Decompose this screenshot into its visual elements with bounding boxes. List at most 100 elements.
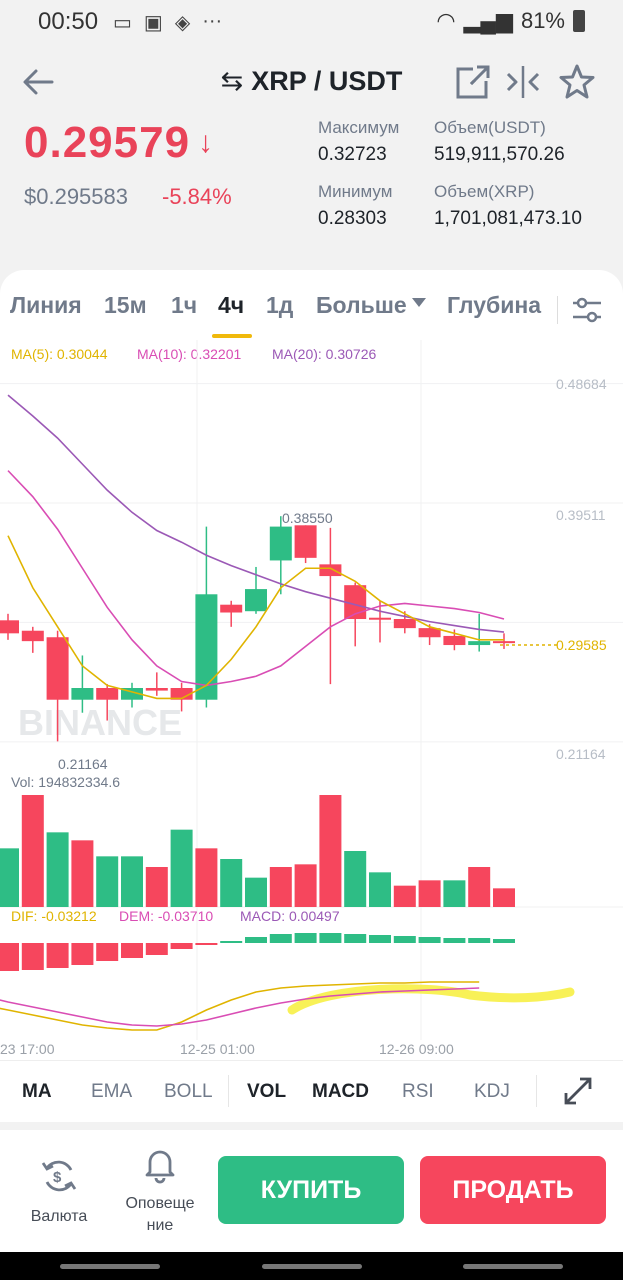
tab-more[interactable]: Больше xyxy=(316,292,407,318)
tab-line[interactable]: Линия xyxy=(10,292,82,318)
high-value: 0.32723 xyxy=(318,144,387,165)
volume-bar xyxy=(0,848,19,907)
indicator-ma[interactable]: MA xyxy=(22,1081,52,1102)
macd-bar xyxy=(145,943,168,955)
alerts-label[interactable]: Оповеще ние xyxy=(116,1193,204,1237)
low-label: Минимум xyxy=(318,182,393,201)
battery-icon xyxy=(573,10,585,32)
volume-bar xyxy=(418,880,441,907)
volume-bar xyxy=(393,885,416,907)
candle-body xyxy=(294,525,317,558)
macd-bar xyxy=(418,937,441,943)
high-label: Максимум xyxy=(318,118,400,137)
macd-histogram xyxy=(0,933,515,971)
system-nav-bar xyxy=(0,1252,623,1280)
volume-bar xyxy=(170,829,193,907)
volume-usdt-label: Объем(USDT) xyxy=(434,118,546,137)
sell-button[interactable]: ПРОДАТЬ xyxy=(420,1156,606,1224)
candle-body xyxy=(393,619,416,629)
x-axis-tick: 12-25 01:00 xyxy=(180,1041,255,1057)
candle-body xyxy=(344,585,367,620)
star-icon[interactable] xyxy=(557,62,597,102)
volume-bar xyxy=(319,795,342,907)
candle-body xyxy=(269,526,292,561)
volume-usdt-value: 519,911,570.26 xyxy=(434,144,565,165)
candle-body xyxy=(220,604,243,613)
divider xyxy=(557,296,558,324)
macd-bar xyxy=(96,943,119,961)
volume-label: Vol: 194832334.6 xyxy=(11,774,120,790)
buy-button[interactable]: КУПИТЬ xyxy=(218,1156,404,1224)
volume-bar xyxy=(294,864,317,907)
macd-bar xyxy=(369,935,391,943)
dif-line xyxy=(0,981,480,1031)
nav-handle xyxy=(262,1264,362,1269)
svg-text:$: $ xyxy=(53,1169,62,1186)
alerts-label-line2: ние xyxy=(146,1217,174,1234)
candle-body xyxy=(418,628,441,638)
interval-tabs: Линия 15м 1ч 4ч 1д Больше Глубина xyxy=(0,280,623,338)
macd-bar xyxy=(468,938,491,943)
price-usd: $0.295583 xyxy=(24,184,128,209)
status-bar: 00:50 ▭ ▣ ◈ ··· ◠ ▂▄▆ 81% xyxy=(0,0,623,44)
nav-handle xyxy=(60,1264,160,1269)
candle-body xyxy=(493,641,515,644)
volume-bar xyxy=(493,888,515,907)
share-icon[interactable] xyxy=(453,62,493,102)
volume-bars xyxy=(0,795,515,907)
screen-icon: ▭ xyxy=(113,12,132,34)
macd-lines xyxy=(0,981,480,1031)
swap-icon: ⇆ xyxy=(220,66,244,96)
divider xyxy=(228,1075,229,1107)
more-dots-icon: ··· xyxy=(202,10,223,32)
y-axis-tick: 0.39511 xyxy=(556,507,606,523)
tab-1d[interactable]: 1д xyxy=(266,292,294,318)
ma10-line xyxy=(7,470,505,687)
fullscreen-expand-icon[interactable] xyxy=(560,1073,596,1109)
current-price-label: 0.29585 xyxy=(556,637,607,653)
macd-bar xyxy=(443,938,466,943)
x-axis-tick: 12-26 09:00 xyxy=(379,1041,454,1057)
volume-bar xyxy=(96,856,119,907)
macd-bar xyxy=(121,943,143,958)
dem-line xyxy=(0,987,480,1027)
signal-icon: ▂▄▆ xyxy=(463,8,513,33)
compare-icon[interactable] xyxy=(503,62,543,102)
currency-exchange-icon[interactable]: $ xyxy=(39,1156,79,1196)
macd-bar xyxy=(195,943,218,945)
candle-body xyxy=(468,641,491,646)
macd-bar xyxy=(319,933,342,943)
tab-depth[interactable]: Глубина xyxy=(447,292,542,318)
volume-bar xyxy=(220,859,243,907)
candle-body xyxy=(46,637,69,700)
indicator-vol[interactable]: VOL xyxy=(247,1081,287,1102)
volume-bar xyxy=(269,867,292,907)
tab-1h[interactable]: 1ч xyxy=(171,292,198,318)
last-price: 0.29579 xyxy=(24,118,191,167)
indicator-rsi[interactable]: RSI xyxy=(402,1081,434,1102)
candles xyxy=(0,516,515,742)
ma20-line xyxy=(7,394,505,633)
tab-15m[interactable]: 15м xyxy=(104,292,147,318)
back-arrow-icon[interactable] xyxy=(18,62,58,102)
tab-4h[interactable]: 4ч xyxy=(218,292,245,318)
ma5-line xyxy=(7,535,504,700)
volume-bar xyxy=(344,851,367,907)
image-icon: ▣ xyxy=(143,12,163,34)
volume-bar xyxy=(21,795,44,907)
candle-body xyxy=(319,564,342,577)
bell-icon[interactable] xyxy=(140,1144,180,1184)
volume-bar xyxy=(468,867,491,907)
candle-body xyxy=(121,688,143,700)
currency-label[interactable]: Валюта xyxy=(30,1208,88,1225)
macd-label: MACD: 0.00497 xyxy=(240,908,340,924)
indicator-macd[interactable]: MACD xyxy=(312,1081,369,1102)
volume-bar xyxy=(121,856,143,907)
y-axis-tick: 0.48684 xyxy=(556,376,607,392)
indicator-kdj[interactable]: KDJ xyxy=(474,1081,510,1102)
candlestick-chart[interactable]: BINANCE xyxy=(0,340,623,1060)
macd-bar xyxy=(46,943,69,968)
indicator-boll[interactable]: BOLL xyxy=(164,1081,213,1102)
settings-sliders-icon[interactable] xyxy=(567,290,607,330)
indicator-ema[interactable]: EMA xyxy=(91,1081,133,1102)
